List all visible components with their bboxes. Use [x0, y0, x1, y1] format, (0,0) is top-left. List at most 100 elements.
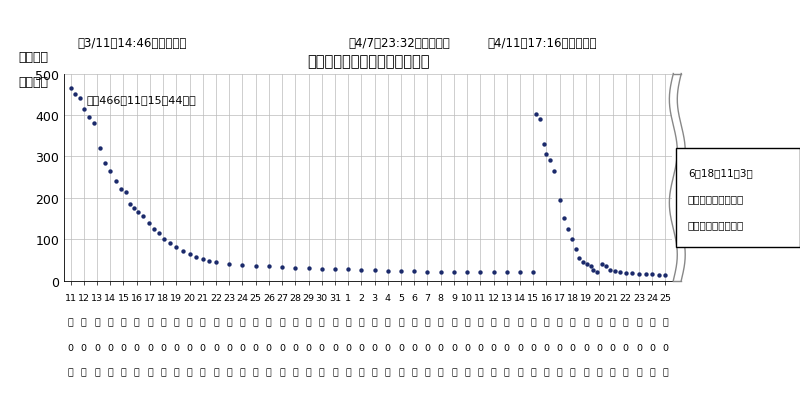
Text: 0: 0	[662, 343, 668, 352]
Text: 29: 29	[302, 293, 314, 302]
Text: （4/7　23:32地震発生）: （4/7 23:32地震発生）	[348, 37, 450, 50]
Text: 時: 時	[398, 368, 404, 377]
Text: 16: 16	[541, 293, 553, 302]
Text: 時: 時	[451, 368, 457, 377]
Text: 12: 12	[78, 293, 90, 302]
Point	[599, 263, 612, 270]
Text: 時: 時	[332, 368, 338, 377]
Text: 日: 日	[610, 318, 615, 327]
Text: 時: 時	[174, 368, 179, 377]
Text: 12: 12	[487, 293, 499, 302]
Text: 9: 9	[451, 293, 457, 302]
Point	[500, 269, 513, 276]
Text: 時: 時	[306, 368, 311, 377]
Text: 0: 0	[160, 343, 166, 352]
Text: 日: 日	[557, 318, 562, 327]
Text: 日: 日	[186, 318, 193, 327]
Text: 時: 時	[543, 368, 550, 377]
Text: 25: 25	[250, 293, 262, 302]
Point	[124, 201, 137, 208]
Text: （3/11　14:46地震発生）: （3/11 14:46地震発生）	[78, 37, 186, 50]
Point	[590, 269, 603, 276]
Point	[558, 216, 570, 222]
Text: 時: 時	[213, 368, 219, 377]
Text: 21: 21	[197, 293, 209, 302]
Text: 時: 時	[200, 368, 206, 377]
Point	[196, 256, 209, 263]
Point	[190, 254, 202, 260]
Text: 0: 0	[649, 343, 655, 352]
Point	[540, 152, 553, 158]
Point	[586, 267, 599, 274]
Point	[183, 251, 196, 257]
Text: 0: 0	[318, 343, 325, 352]
Text: 時: 時	[385, 368, 390, 377]
Text: 時: 時	[478, 368, 483, 377]
Text: 0: 0	[398, 343, 404, 352]
Text: 2: 2	[358, 293, 364, 302]
Point	[355, 267, 368, 273]
Text: 日: 日	[583, 318, 589, 327]
Point	[639, 271, 652, 278]
Text: 0: 0	[385, 343, 391, 352]
Text: 時: 時	[597, 368, 602, 377]
Text: 0: 0	[372, 343, 378, 352]
Text: 日: 日	[346, 318, 351, 327]
Text: 時: 時	[279, 368, 285, 377]
Point	[137, 214, 150, 220]
Text: 時: 時	[570, 368, 576, 377]
Text: 0: 0	[94, 343, 100, 352]
Text: 0: 0	[490, 343, 497, 352]
Text: 時: 時	[134, 368, 139, 377]
Text: 11: 11	[474, 293, 486, 302]
Point	[94, 145, 106, 152]
Text: 0: 0	[68, 343, 74, 352]
Text: 時: 時	[623, 368, 629, 377]
Text: （万軒）: （万軒）	[18, 76, 48, 89]
Text: 日: 日	[385, 318, 390, 327]
Point	[128, 205, 141, 212]
Text: 時: 時	[266, 368, 272, 377]
Text: 時: 時	[650, 368, 655, 377]
Text: 日: 日	[358, 318, 364, 327]
Text: 13: 13	[501, 293, 513, 302]
Point	[170, 244, 182, 251]
Text: 0: 0	[438, 343, 444, 352]
Point	[64, 85, 77, 92]
Point	[315, 266, 328, 272]
Point	[434, 269, 447, 275]
Text: 0: 0	[213, 343, 219, 352]
Text: 0: 0	[622, 343, 629, 352]
Point	[633, 271, 646, 278]
Text: 日: 日	[332, 318, 338, 327]
Point	[289, 265, 302, 271]
Text: 時: 時	[346, 368, 351, 377]
Text: 日: 日	[68, 318, 74, 327]
Point	[614, 269, 627, 276]
Text: 日: 日	[543, 318, 550, 327]
Text: 時: 時	[517, 368, 523, 377]
Text: 0: 0	[134, 343, 140, 352]
Text: 日: 日	[134, 318, 139, 327]
Point	[342, 266, 354, 273]
Point	[487, 269, 500, 276]
Text: 時: 時	[253, 368, 258, 377]
Text: 6: 6	[411, 293, 418, 302]
Text: 時: 時	[186, 368, 193, 377]
Text: 時: 時	[226, 368, 232, 377]
Text: 最大466（11日15時44分）: 最大466（11日15時44分）	[86, 95, 196, 105]
Text: 0: 0	[121, 343, 126, 352]
Point	[619, 270, 632, 277]
Point	[158, 236, 171, 243]
Point	[603, 267, 616, 274]
Text: 20: 20	[594, 293, 606, 302]
Point	[276, 264, 289, 271]
Text: 1: 1	[345, 293, 351, 302]
Point	[538, 141, 550, 148]
Text: 22: 22	[210, 293, 222, 302]
Point	[581, 261, 594, 268]
Point	[223, 261, 236, 267]
Text: 6月18日11時3分: 6月18日11時3分	[688, 168, 753, 178]
Point	[659, 272, 672, 278]
Text: 日: 日	[213, 318, 219, 327]
